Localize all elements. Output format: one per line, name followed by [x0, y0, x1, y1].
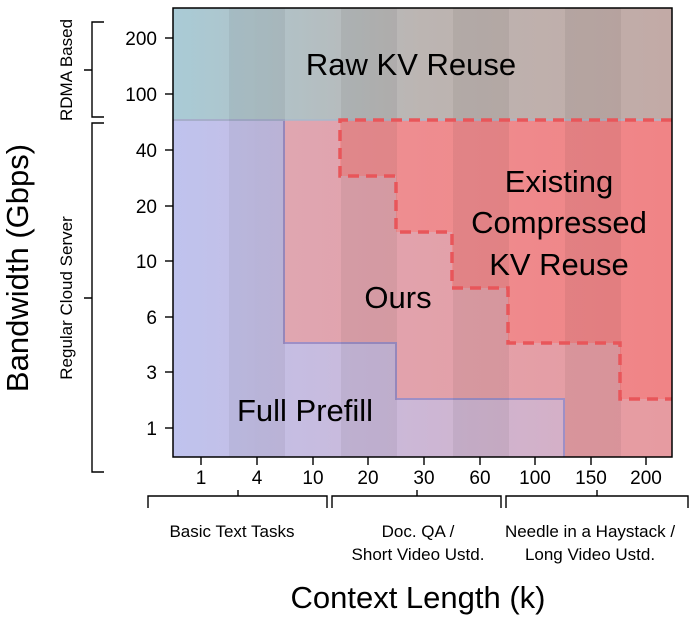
- x-ticks: 1 4 10 20 30 60 100 150 200: [196, 457, 662, 489]
- region-full-prefill: [173, 120, 564, 457]
- x-tick-label: 30: [413, 468, 434, 489]
- label-ours: Ours: [364, 280, 431, 315]
- x-group-label: Doc. QA /: [382, 522, 455, 541]
- existing-compressed-boundary: [338, 118, 672, 401]
- x-tick-label: 60: [469, 468, 490, 489]
- plot-frame: [172, 7, 673, 458]
- grid-bands: [229, 8, 621, 457]
- x-axis-title: Context Length (k): [290, 580, 545, 615]
- label-full-prefill: Full Prefill: [237, 393, 373, 428]
- bracket-rdma: [84, 21, 104, 118]
- x-group-label: Basic Text Tasks: [169, 522, 294, 541]
- x-tick-label: 4: [252, 468, 263, 489]
- y-ticks: 200 100 40 20 10 6 3 1: [125, 29, 173, 440]
- bracket-docqa: [331, 490, 502, 508]
- y-tick-label: 6: [146, 308, 157, 329]
- bracket-needle: [505, 490, 689, 508]
- y-tick-label: 40: [136, 141, 157, 162]
- y-tick-label: 10: [136, 252, 157, 273]
- x-groups: Basic Text Tasks Doc. QA / Short Video Ust…: [169, 522, 675, 564]
- y-tick-label: 100: [125, 85, 157, 106]
- x-tick-label: 10: [302, 468, 323, 489]
- x-group-label: Short Video Ustd.: [352, 545, 485, 564]
- bracket-cloud: [84, 122, 104, 473]
- y-tick-label: 20: [136, 197, 157, 218]
- x-tick-label: 100: [519, 468, 551, 489]
- region-raw-kv-reuse: [173, 8, 672, 120]
- y-tick-label: 200: [125, 29, 157, 50]
- y-group-cloud: Regular Cloud Server: [57, 216, 76, 380]
- label-raw-kv-reuse: Raw KV Reuse: [306, 47, 516, 82]
- x-tick-label: 200: [630, 468, 662, 489]
- y-axis-title: Bandwidth (Gbps): [0, 144, 35, 392]
- x-group-label: Needle in a Haystack /: [505, 522, 675, 541]
- y-tick-label: 1: [146, 419, 157, 440]
- y-tick-label: 3: [146, 363, 157, 384]
- label-existing-compressed-kv-reuse: Existing Compressed KV Reuse: [471, 164, 647, 282]
- bracket-basic: [147, 490, 328, 508]
- x-tick-label: 20: [357, 468, 378, 489]
- x-group-label: Long Video Ustd.: [525, 545, 655, 564]
- x-tick-label: 1: [196, 468, 207, 489]
- y-group-rdma: RDMA Based: [57, 19, 76, 121]
- x-tick-label: 150: [575, 468, 607, 489]
